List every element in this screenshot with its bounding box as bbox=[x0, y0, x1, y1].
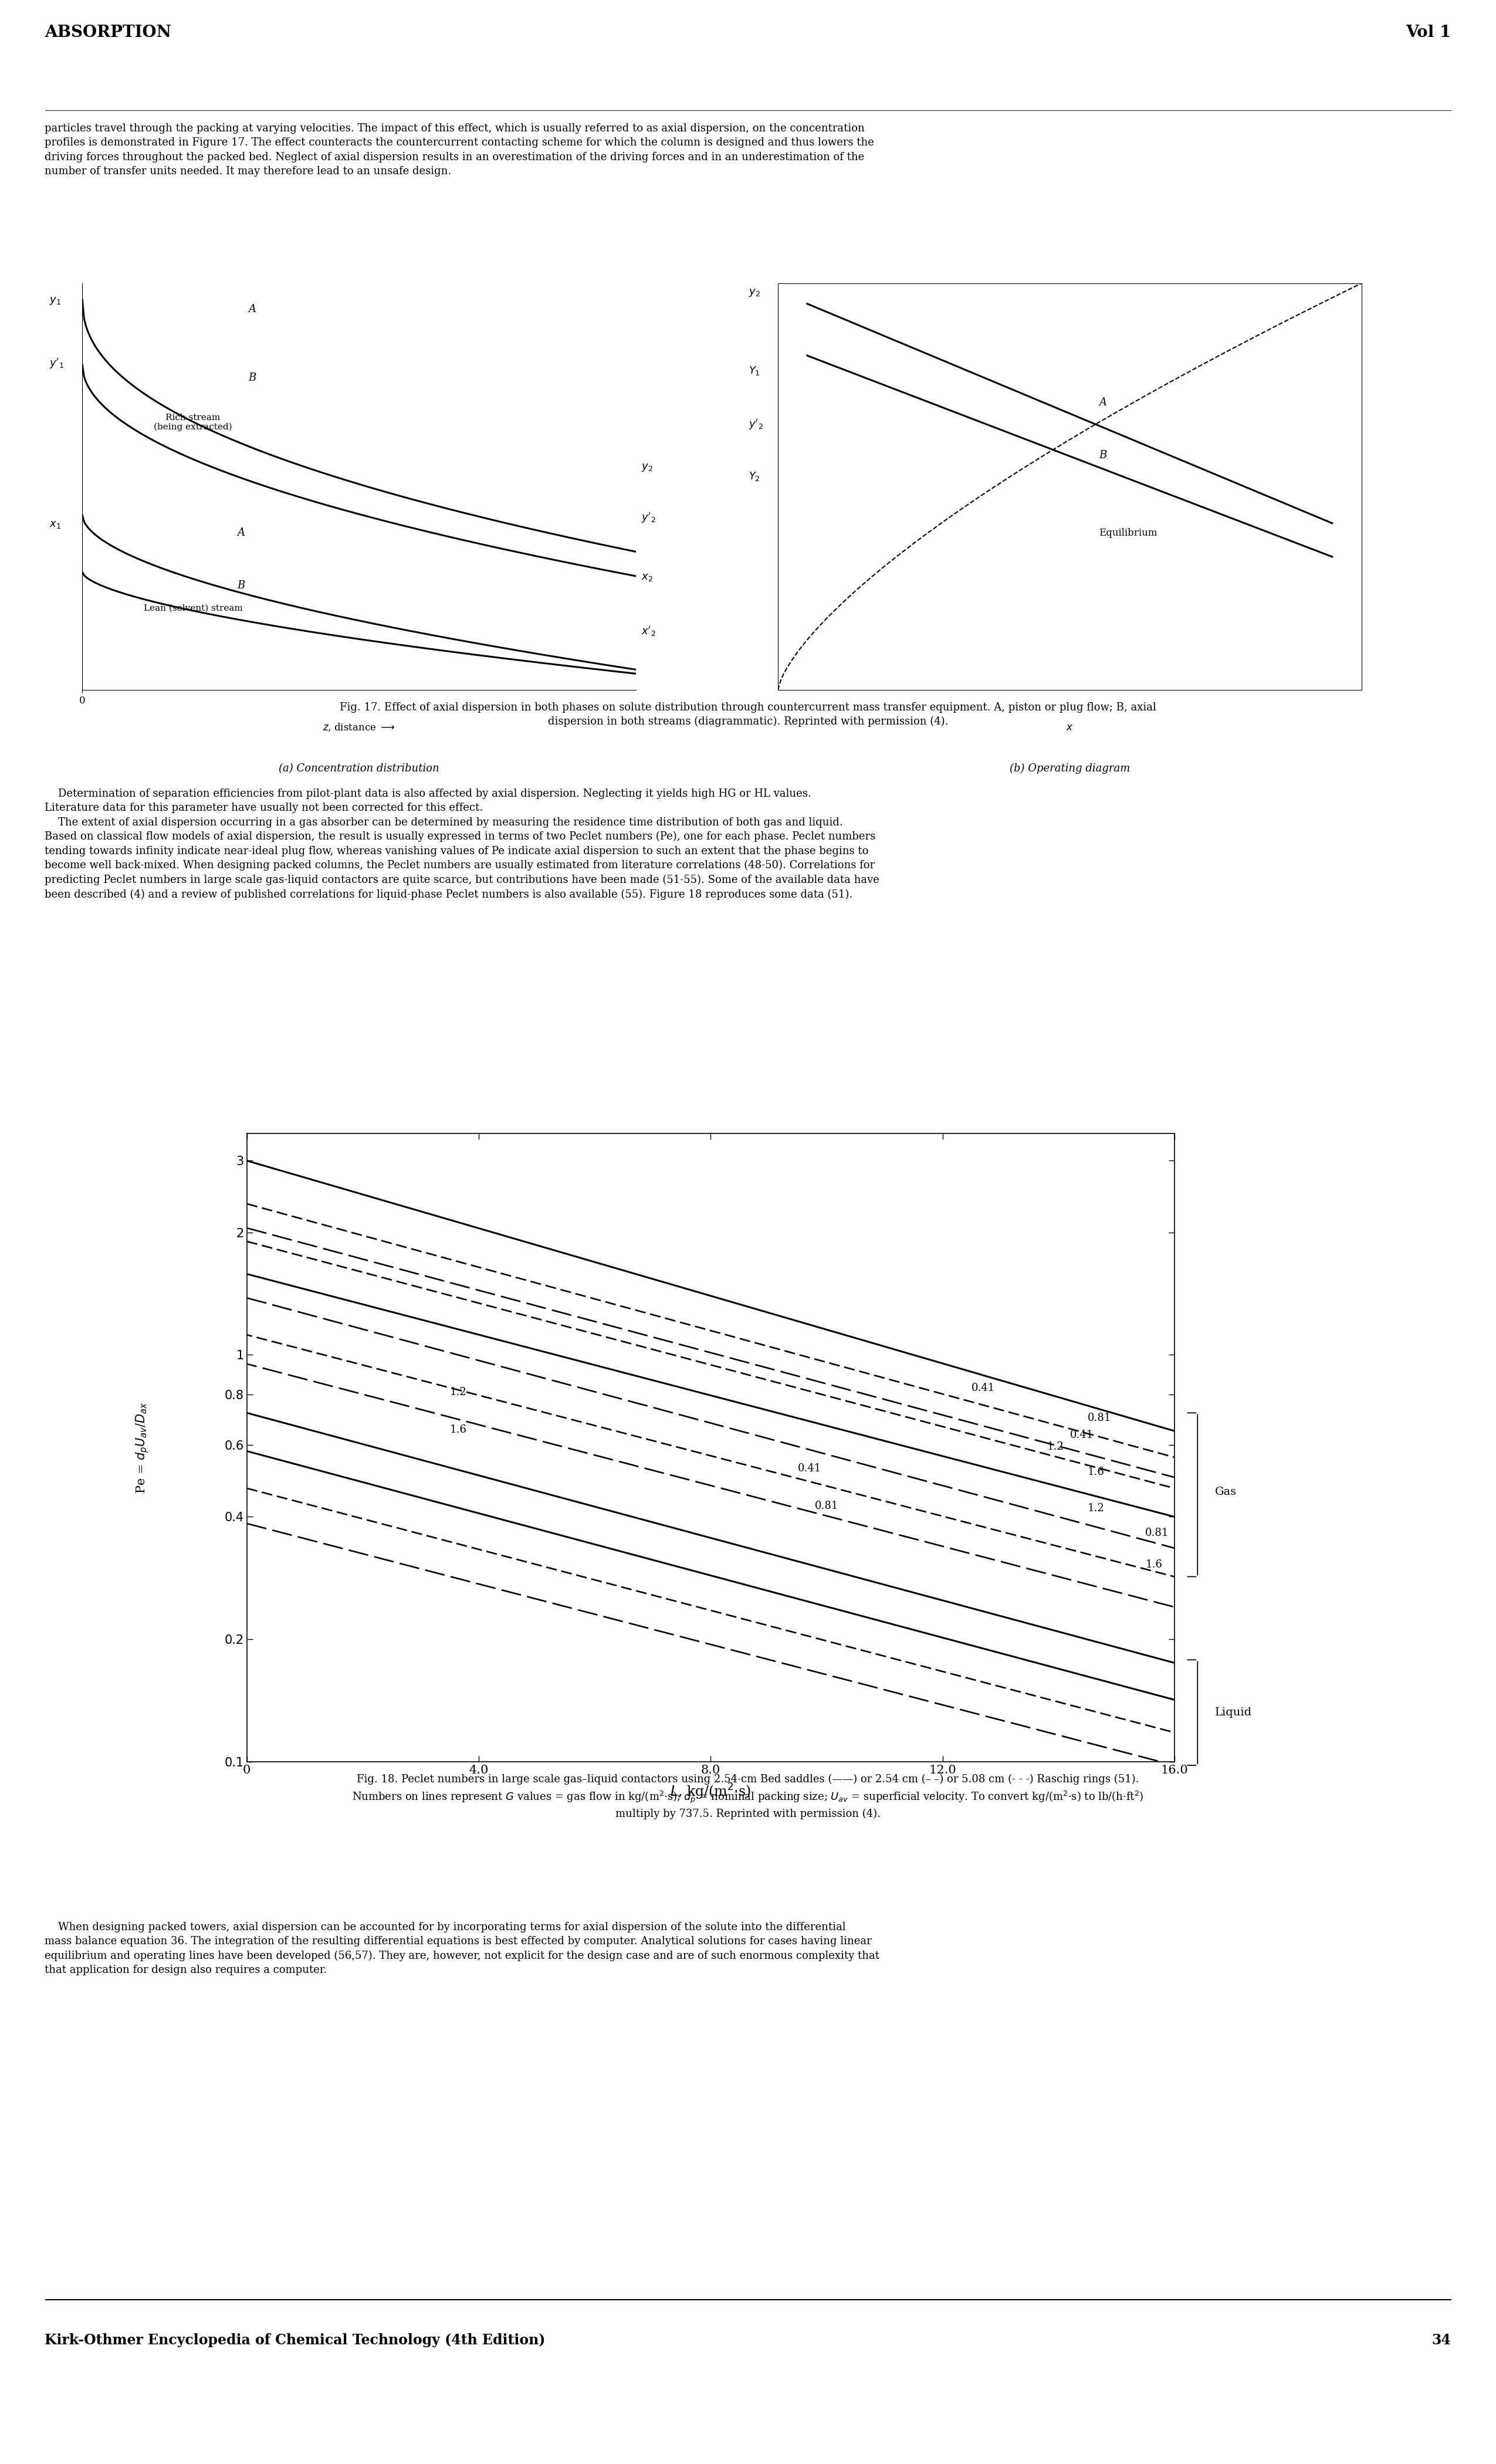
Text: Fig. 18. Peclet numbers in large scale gas–liquid contactors using 2.54-cm Bed s: Fig. 18. Peclet numbers in large scale g… bbox=[352, 1774, 1144, 1818]
Text: $Y_2$: $Y_2$ bbox=[749, 471, 760, 483]
Text: 1.6: 1.6 bbox=[1146, 1560, 1162, 1570]
Text: ABSORPTION: ABSORPTION bbox=[45, 25, 172, 39]
Text: $x$: $x$ bbox=[1067, 722, 1073, 732]
Text: $x'_2$: $x'_2$ bbox=[642, 626, 655, 638]
Text: 0.81: 0.81 bbox=[1088, 1412, 1112, 1424]
Text: Rich stream
(being extracted): Rich stream (being extracted) bbox=[154, 414, 232, 431]
Text: Kirk-Othmer Encyclopedia of Chemical Technology (4th Edition): Kirk-Othmer Encyclopedia of Chemical Tec… bbox=[45, 2333, 546, 2348]
Text: Fig. 17. Effect of axial dispersion in both phases on solute distribution throug: Fig. 17. Effect of axial dispersion in b… bbox=[340, 702, 1156, 727]
Text: $y_2$: $y_2$ bbox=[642, 463, 652, 473]
Text: Determination of separation efficiencies from pilot-plant data is also affected : Determination of separation efficiencies… bbox=[45, 788, 880, 899]
Text: Lean (solvent) stream: Lean (solvent) stream bbox=[144, 604, 242, 614]
Text: A: A bbox=[248, 303, 256, 315]
Text: A: A bbox=[238, 527, 245, 537]
Text: (b) Operating diagram: (b) Operating diagram bbox=[1010, 764, 1129, 774]
Text: 1.6: 1.6 bbox=[450, 1424, 467, 1434]
Text: $y_1$: $y_1$ bbox=[49, 296, 61, 306]
Text: $y'_2$: $y'_2$ bbox=[642, 510, 655, 525]
X-axis label: $L$, kg/(m$^2$$\cdot$s): $L$, kg/(m$^2$$\cdot$s) bbox=[670, 1781, 751, 1801]
Text: Liquid: Liquid bbox=[1215, 1708, 1252, 1717]
Text: $y'_2$: $y'_2$ bbox=[749, 416, 763, 431]
Text: particles travel through the packing at varying velocities. The impact of this e: particles travel through the packing at … bbox=[45, 123, 874, 177]
Text: 1.2: 1.2 bbox=[1047, 1441, 1064, 1451]
Text: 1.6: 1.6 bbox=[1088, 1466, 1104, 1478]
Text: Vol 1: Vol 1 bbox=[1406, 25, 1451, 39]
Text: Equilibrium: Equilibrium bbox=[1098, 527, 1158, 537]
Text: $Y_1$: $Y_1$ bbox=[749, 365, 760, 377]
Text: A: A bbox=[1098, 397, 1107, 407]
Text: 34: 34 bbox=[1432, 2333, 1451, 2348]
Text: Pe = $d_p U_{av} / D_{ax}$: Pe = $d_p U_{av} / D_{ax}$ bbox=[135, 1402, 150, 1493]
Text: When designing packed towers, axial dispersion can be accounted for by incorpora: When designing packed towers, axial disp… bbox=[45, 1922, 880, 1976]
Text: 1.2: 1.2 bbox=[1088, 1503, 1104, 1513]
Text: Gas: Gas bbox=[1215, 1486, 1237, 1498]
Text: $x_1$: $x_1$ bbox=[49, 520, 61, 530]
Text: B: B bbox=[248, 372, 256, 384]
Text: 1.2: 1.2 bbox=[450, 1387, 467, 1397]
Text: 0.41: 0.41 bbox=[797, 1464, 821, 1473]
Text: $y'_1$: $y'_1$ bbox=[49, 357, 64, 370]
Text: $z$, distance $\longrightarrow$: $z$, distance $\longrightarrow$ bbox=[323, 722, 395, 732]
Text: (a) Concentration distribution: (a) Concentration distribution bbox=[278, 764, 440, 774]
Text: $x_2$: $x_2$ bbox=[642, 572, 652, 582]
Text: 0.41: 0.41 bbox=[1070, 1429, 1094, 1441]
Text: B: B bbox=[238, 579, 245, 591]
Text: 0.41: 0.41 bbox=[971, 1382, 995, 1392]
Text: 0.81: 0.81 bbox=[815, 1501, 839, 1510]
Text: $y_2$: $y_2$ bbox=[749, 288, 760, 298]
Text: B: B bbox=[1098, 451, 1107, 461]
Text: 0.81: 0.81 bbox=[1146, 1528, 1168, 1538]
